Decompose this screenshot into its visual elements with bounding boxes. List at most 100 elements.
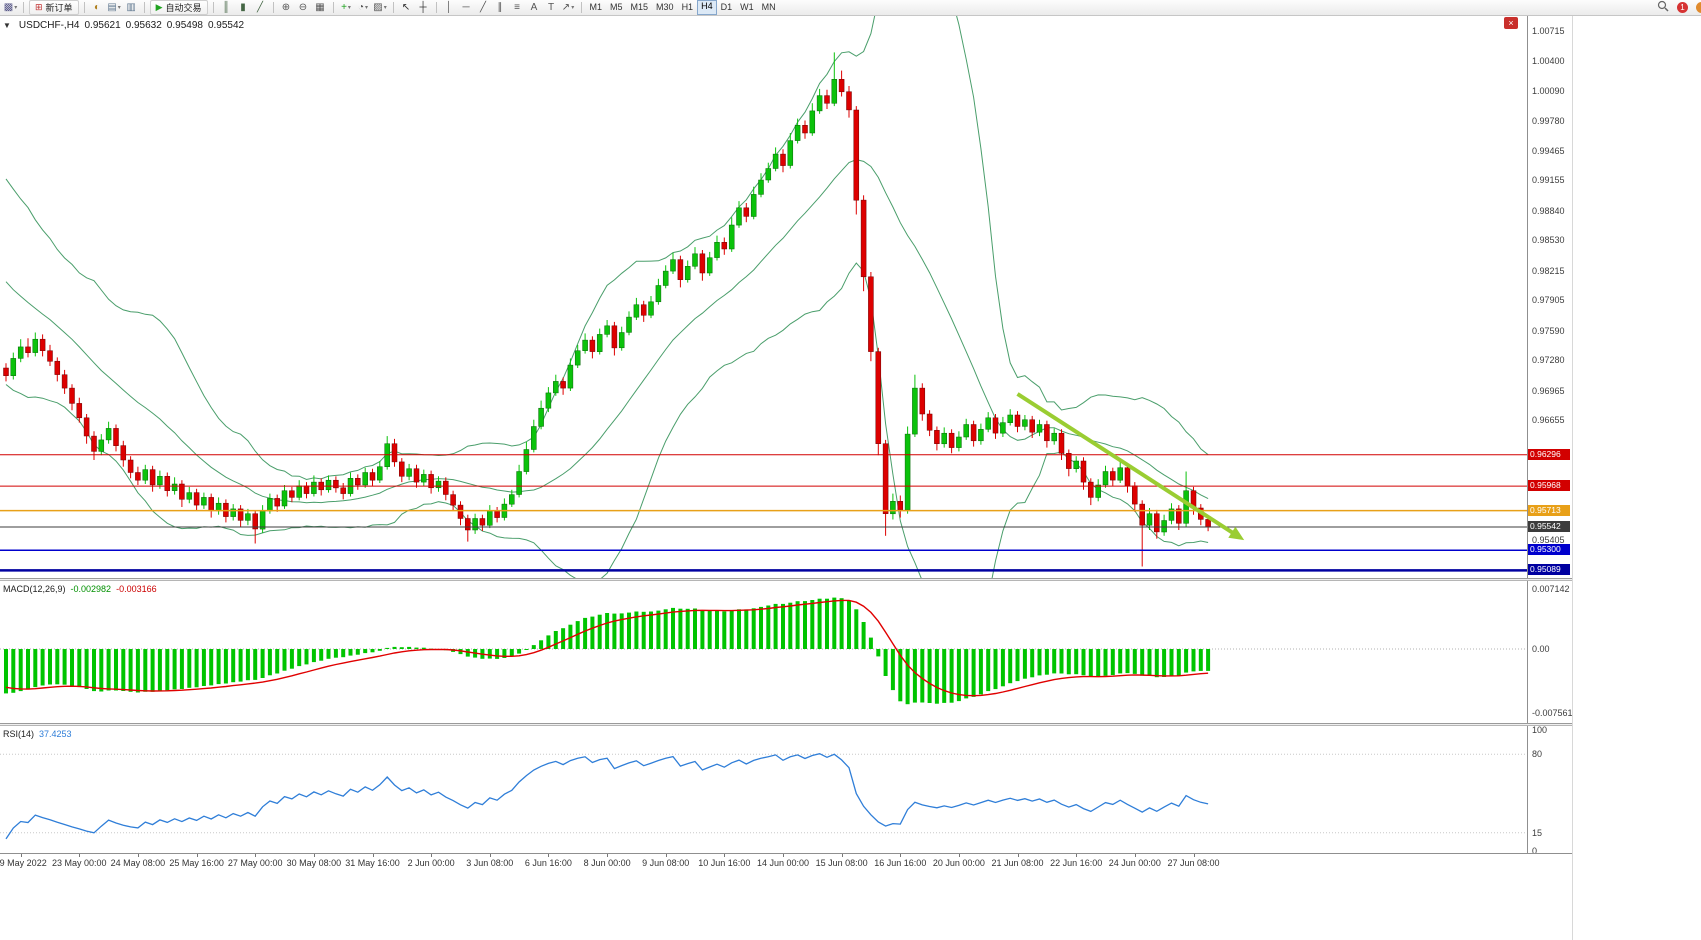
- rsi-label: RSI(14) 37.4253: [3, 729, 72, 739]
- dropdown-caret[interactable]: ▾: [14, 5, 18, 11]
- indicators-icon[interactable]: + ▾: [339, 1, 354, 14]
- chart-close-button[interactable]: ×: [1504, 17, 1518, 29]
- rsi-panel-canvas[interactable]: [0, 726, 1527, 853]
- icon-glyph: ◔: [357, 2, 365, 13]
- trend-arrow[interactable]: [1016, 392, 1245, 541]
- axis-label: 0.98840: [1532, 205, 1565, 216]
- new-order-button[interactable]: ⊞ 新订单: [29, 0, 79, 15]
- rsi-line: [5, 753, 1209, 840]
- icon-glyph: │: [445, 2, 453, 13]
- time-axis-label: 23 May 00:00: [52, 858, 107, 868]
- dropdown-caret[interactable]: ▾: [117, 5, 121, 11]
- periods-icon[interactable]: ◔ ▾: [356, 1, 371, 14]
- time-tick: [548, 854, 550, 857]
- timeframe-D1[interactable]: D1: [720, 2, 733, 12]
- panel-splitter-macd[interactable]: [0, 578, 1572, 581]
- time-axis-label: 27 May 00:00: [227, 858, 283, 868]
- macd-histogram: [4, 597, 1211, 705]
- candlestick-chart-icon[interactable]: ▮: [236, 1, 251, 14]
- timeframe-H1[interactable]: H1: [681, 2, 694, 12]
- new-chart-icon[interactable]: ▩ ▾: [3, 1, 18, 14]
- autotrading-button[interactable]: ▶ 自动交易: [149, 0, 208, 15]
- price-axis[interactable]: 1.00715 1.00400 1.00090 0.99780 0.99465 0.991…: [1527, 15, 1573, 856]
- zoom-in-icon[interactable]: ⊕: [279, 1, 294, 14]
- time-tick: [724, 854, 726, 857]
- text-icon[interactable]: A: [527, 1, 542, 14]
- time-tick: [1017, 854, 1019, 857]
- chart-window: ▼ USDCHF-,H4 0.95621 0.95632 0.95498 0.9…: [0, 15, 1527, 578]
- candles: [3, 52, 1211, 567]
- price-line-tag: 0.95300: [1528, 544, 1570, 556]
- channel-icon[interactable]: ∥: [493, 1, 508, 14]
- fibonacci-icon[interactable]: ≡: [510, 1, 525, 14]
- dropdown-caret[interactable]: ▾: [347, 5, 351, 11]
- toolbar-groups: ▩ ▾ ⊞ 新订单 ◐ ▤ ▾ ▥ ▶ 自动交易 ║ ▮ ╱ ⊕ ⊖ ▦ + ▾ ◔ ▾ ▨ ▾ ↖ ┼ │ ─ ╱ ∥ ≡ A T ↗ ▾ M1…: [0, 0, 1657, 15]
- vertical-line-icon[interactable]: │: [442, 1, 457, 14]
- label-icon[interactable]: T: [544, 1, 559, 14]
- icon-glyph: ▤: [107, 2, 117, 13]
- notification-badge[interactable]: 1: [1677, 2, 1688, 13]
- time-tick: [137, 854, 139, 857]
- tile-windows-icon[interactable]: ▦: [313, 1, 328, 14]
- icon-glyph: ▮: [240, 2, 246, 13]
- time-axis-label: 16 Jun 16:00: [874, 858, 927, 868]
- timeframe-W1[interactable]: W1: [740, 2, 754, 12]
- timeframe-MN[interactable]: MN: [761, 2, 776, 12]
- icon-glyph: A: [530, 2, 538, 13]
- icon-glyph: ⊖: [298, 2, 308, 13]
- toolbar-separator: [392, 2, 394, 13]
- chart-legend: ▼ USDCHF-,H4 0.95621 0.95632 0.95498 0.9…: [3, 20, 244, 31]
- dropdown-caret[interactable]: ▾: [383, 5, 387, 11]
- rsi-value: 37.4253: [39, 729, 72, 739]
- axis-label: 0.00: [1532, 644, 1550, 654]
- panel-splitter-rsi[interactable]: [0, 723, 1572, 726]
- crosshair-icon[interactable]: ┼: [416, 1, 431, 14]
- timeframe-M30[interactable]: M30: [656, 2, 674, 12]
- icon-glyph: ≡: [514, 2, 520, 13]
- horizontal-line-icon[interactable]: ─: [459, 1, 474, 14]
- price-chart-canvas[interactable]: [0, 15, 1527, 578]
- notification-badge-2[interactable]: [1696, 2, 1701, 13]
- macd-main-value: -0.002982: [70, 584, 112, 594]
- compass-icon[interactable]: ◐: [90, 1, 105, 14]
- timeframe-M5[interactable]: M5: [610, 2, 623, 12]
- toolbar-separator: [23, 2, 24, 13]
- icon-glyph: ▩: [3, 2, 14, 13]
- timeframe-M1[interactable]: M1: [589, 2, 603, 12]
- icon-glyph: ╱: [256, 2, 264, 13]
- profiles-icon[interactable]: ▤ ▾: [107, 1, 122, 14]
- chart-window-icon[interactable]: ▥: [124, 1, 139, 14]
- icon-glyph: ▨: [373, 2, 383, 13]
- timeframe-H4[interactable]: H4: [697, 0, 717, 15]
- time-tick: [841, 854, 843, 857]
- price-line-tag: 0.95542: [1528, 521, 1570, 532]
- zoom-out-icon[interactable]: ⊖: [296, 1, 311, 14]
- horizontal-lines[interactable]: [0, 454, 1527, 572]
- axis-label: 0.98215: [1532, 265, 1565, 276]
- axis-label: 15: [1532, 827, 1543, 838]
- axis-label: 0.97905: [1532, 295, 1565, 306]
- time-axis-label: 31 May 16:00: [345, 858, 400, 868]
- arrows-icon[interactable]: ↗ ▾: [561, 1, 576, 14]
- templates-icon[interactable]: ▨ ▾: [373, 1, 388, 14]
- time-tick: [431, 854, 433, 857]
- time-axis-label: 24 Jun 00:00: [1108, 858, 1161, 868]
- axis-label: 1.00090: [1532, 85, 1565, 96]
- cursor-icon[interactable]: ↖: [399, 1, 414, 14]
- search-icon[interactable]: [1657, 0, 1669, 17]
- time-axis-label: 22 Jun 16:00: [1050, 858, 1103, 868]
- price-line-tag: 0.96296: [1528, 448, 1570, 460]
- macd-panel-canvas[interactable]: [0, 581, 1527, 723]
- dropdown-caret[interactable]: ▾: [571, 5, 575, 11]
- time-axis-label: 10 Jun 16:00: [698, 858, 751, 868]
- line-chart-icon[interactable]: ╱: [253, 1, 268, 14]
- toolbar-separator: [212, 2, 214, 13]
- timeframe-M15[interactable]: M15: [630, 2, 649, 12]
- bar-chart-icon[interactable]: ║: [219, 1, 234, 14]
- axis-label: 80: [1532, 749, 1543, 760]
- toolbar: ▩ ▾ ⊞ 新订单 ◐ ▤ ▾ ▥ ▶ 自动交易 ║ ▮ ╱ ⊕ ⊖ ▦ + ▾ ◔ ▾ ▨ ▾ ↖ ┼ │ ─ ╱ ∥ ≡ A T ↗ ▾ M1…: [0, 0, 1701, 16]
- trendline-icon[interactable]: ╱: [476, 1, 491, 14]
- one-click-trading-toggle[interactable]: ▼: [3, 21, 11, 30]
- dropdown-caret[interactable]: ▾: [365, 5, 369, 11]
